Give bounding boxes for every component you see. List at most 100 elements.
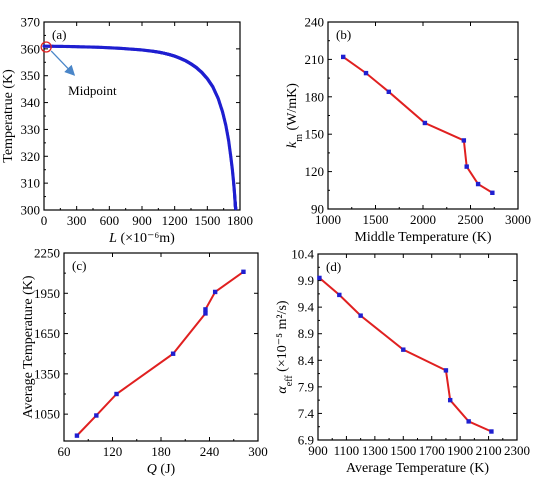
y-tick-label: 370	[21, 15, 41, 30]
y-tick-label: 9.9	[298, 273, 314, 288]
panel-label: (b)	[336, 27, 351, 42]
data-point	[447, 397, 453, 403]
x-tick-label: 2500	[458, 212, 484, 227]
y-tick-label: 350	[21, 68, 41, 83]
data-point	[212, 289, 218, 295]
x-tick-label: 1500	[390, 443, 416, 458]
y-tick-label: 1950	[34, 286, 60, 301]
data-point	[443, 368, 449, 373]
x-tick-label: 0	[41, 213, 48, 228]
x-tick-label: 2300	[504, 443, 530, 458]
data-point	[341, 54, 346, 60]
x-axis-label: Q (J)	[147, 462, 176, 477]
y-axis-label: αeff (×10⁻⁵ m²/s)	[275, 300, 295, 394]
y-tick-label: 8.4	[298, 353, 315, 368]
y-tick-label: 1650	[34, 326, 60, 341]
y-tick-label: 240	[305, 15, 325, 30]
y-tick-label: 90	[311, 202, 324, 217]
panel-a-chart: 0 300 600 900 1200 1500 1800300310320330340350…	[1, 15, 253, 247]
x-tick-label: 180	[151, 444, 171, 459]
series-line	[76, 270, 245, 437]
y-tick-label: 320	[21, 149, 41, 164]
x-tick-label: 1800	[227, 213, 253, 228]
panel-label: (a)	[52, 27, 66, 42]
series-line	[342, 56, 493, 194]
y-tick-label: 210	[305, 52, 325, 67]
x-tick-label: 1200	[162, 213, 188, 228]
x-tick-label: 300	[67, 213, 87, 228]
x-tick-label: 900	[132, 213, 152, 228]
y-tick-label: 330	[21, 122, 41, 137]
series-line	[318, 277, 492, 433]
x-tick-label: 1500	[194, 213, 220, 228]
panel-b-chart: 1000 1500 2000 2500 3000 90 120 150 180 210 240 (b)…	[285, 15, 531, 246]
data-point	[203, 311, 208, 316]
x-tick-label: 2000	[410, 212, 436, 227]
x-tick-label: 1500	[363, 212, 389, 227]
x-tick-label: 120	[103, 444, 123, 459]
y-tick-label: 2250	[34, 246, 60, 261]
y-tick-label: 7.4	[298, 406, 315, 421]
data-point	[241, 269, 246, 274]
data-point	[203, 307, 208, 312]
data-point	[422, 120, 428, 126]
data-point	[461, 138, 467, 143]
y-tick-label: 340	[21, 95, 41, 110]
y-tick-label: 150	[305, 127, 325, 142]
plot-frame	[327, 21, 519, 210]
data-point	[317, 275, 322, 281]
data-point	[234, 207, 238, 211]
data-point	[337, 292, 342, 298]
data-point	[466, 419, 471, 424]
data-point	[489, 429, 494, 434]
x-tick-label: 60	[58, 444, 71, 459]
data-point	[363, 70, 369, 76]
data-point	[358, 313, 363, 318]
y-tick-label: 120	[305, 164, 325, 179]
x-tick-label: 300	[248, 444, 268, 459]
x-axis-label: L (×10⁻⁶m)	[108, 231, 175, 246]
y-axis-label: km (W/mK)	[285, 83, 305, 148]
y-tick-label: 7.9	[298, 379, 314, 394]
x-tick-label: 1700	[419, 443, 445, 458]
x-tick-label: 1300	[362, 443, 388, 458]
x-tick-label: 900	[308, 443, 328, 458]
y-tick-label: 360	[21, 41, 41, 56]
y-axis-label: Temperatrue (K)	[1, 69, 16, 163]
panel-c-chart: 60 120 180 240 300 1050 1350 1650 1950 2250 (c) Q (…	[21, 246, 268, 478]
data-point	[170, 351, 176, 356]
midpoint-marker	[40, 41, 52, 53]
y-tick-label: 310	[21, 176, 41, 191]
data-point	[386, 89, 391, 95]
data-point	[401, 347, 406, 352]
y-tick-label: 9.4	[298, 300, 315, 315]
x-tick-label: 1000	[315, 212, 341, 227]
data-point	[464, 164, 469, 169]
data-point	[475, 181, 481, 187]
data-point	[114, 391, 119, 397]
y-tick-label: 1350	[34, 366, 60, 381]
midpoint-arrow	[50, 50, 76, 76]
x-tick-label: 1100	[334, 443, 360, 458]
x-tick-label: 2100	[476, 443, 502, 458]
y-tick-label: 10.4	[291, 247, 314, 262]
data-point	[490, 190, 495, 195]
y-axis-label: Average Temperature (K)	[21, 275, 36, 418]
x-axis-label: Average Temperature (K)	[346, 461, 489, 476]
x-tick-label: 600	[100, 213, 120, 228]
plot-frame	[317, 253, 518, 441]
midpoint-label: Midpoint	[68, 83, 117, 98]
y-tick-label: 180	[305, 89, 325, 104]
y-tick-label: 6.9	[298, 433, 314, 448]
y-tick-label: 1050	[34, 407, 60, 422]
panel-d-chart: 900 1100 1300 1500 1700 1900 2100 2300 6.9 7.4 7.9…	[275, 247, 530, 477]
y-tick-label: 8.9	[298, 326, 314, 341]
x-axis-label: Middle Temperature (K)	[354, 230, 491, 245]
panel-label: (c)	[72, 258, 86, 273]
panel-label: (d)	[326, 259, 341, 274]
data-point	[74, 433, 80, 438]
x-tick-label: 1900	[447, 443, 473, 458]
data-point	[94, 413, 99, 418]
x-tick-label: 3000	[505, 212, 531, 227]
